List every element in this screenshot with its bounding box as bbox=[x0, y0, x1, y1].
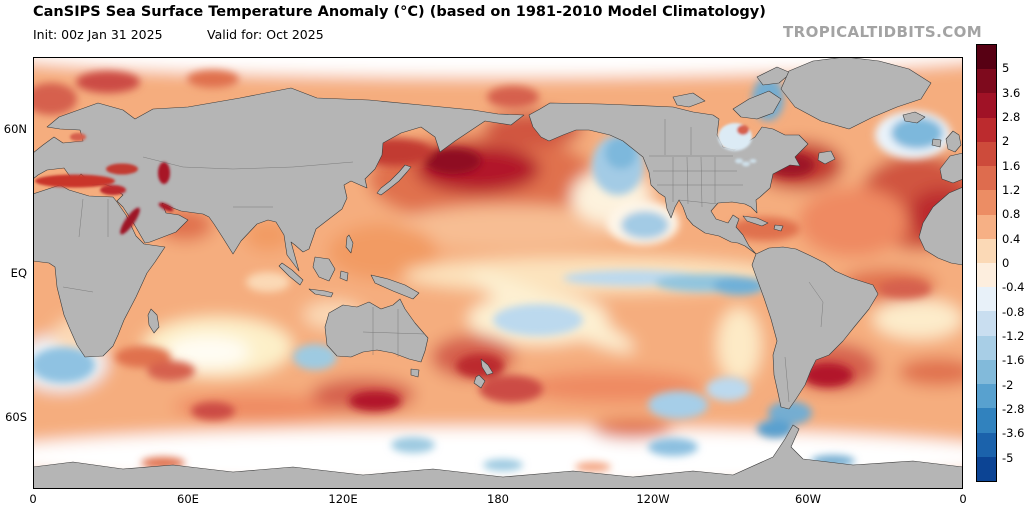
hispaniola bbox=[773, 224, 784, 232]
iceland bbox=[902, 111, 926, 124]
australia bbox=[324, 298, 429, 363]
map-border bbox=[33, 57, 963, 489]
colorbar-tick-label: -0.4 bbox=[1002, 280, 1024, 295]
new-zealand-south bbox=[473, 374, 486, 389]
inland-seas-layer bbox=[35, 123, 757, 235]
x-axis-tick-label: 120E bbox=[328, 492, 358, 506]
x-axis-tick-label: 0 bbox=[959, 492, 967, 506]
y-axis-tick-label: 60S bbox=[5, 410, 27, 424]
colorbar-tick-label: -3.6 bbox=[1002, 426, 1024, 441]
colorbar-segment bbox=[977, 166, 996, 191]
valid-time-label: Valid for: Oct 2025 bbox=[207, 27, 324, 42]
colorbar-segment bbox=[977, 335, 996, 360]
colorbar-segment bbox=[977, 93, 996, 118]
colorbar-tick-label: -2.8 bbox=[1002, 402, 1024, 416]
colorbar-ticks: 5 3.6 2.8 2 1.6 1.2 0.8 0.4 0 -0.4 -0.8 -1.2 -1.6 -2 -… bbox=[1002, 44, 1024, 482]
ellesmere-island bbox=[756, 66, 792, 86]
y-axis-tick-label: 60N bbox=[3, 121, 27, 136]
colorbar-segment bbox=[977, 141, 996, 167]
colorbar-segment bbox=[977, 287, 996, 312]
y-axis: 60N EQ 60S bbox=[0, 57, 30, 489]
colorbar-segment bbox=[977, 190, 996, 215]
west-africa-edge bbox=[918, 186, 963, 266]
tasmania bbox=[410, 368, 420, 378]
y-axis-tick-label: EQ bbox=[10, 266, 27, 280]
colorbar-tick-label: 1.6 bbox=[1002, 158, 1021, 173]
colorbar-tick-label: 2 bbox=[1002, 134, 1010, 149]
south-america bbox=[751, 246, 879, 410]
antarctica bbox=[33, 424, 963, 489]
eurasia bbox=[33, 87, 525, 272]
sulawesi bbox=[339, 270, 349, 282]
java bbox=[308, 288, 334, 298]
colorbar-tick-label: -5 bbox=[1002, 450, 1014, 465]
colorbar-segment bbox=[977, 45, 996, 70]
continents-layer bbox=[33, 57, 963, 489]
madagascar bbox=[147, 308, 160, 334]
colorbar-segment bbox=[977, 117, 996, 142]
colorbar-segment bbox=[977, 311, 996, 336]
colorbar-tick-label: 0.8 bbox=[1002, 207, 1021, 222]
sst-field-detail bbox=[33, 70, 951, 472]
x-axis-tick-label: 60W bbox=[794, 492, 822, 506]
colorbar-segment bbox=[977, 432, 996, 457]
new-zealand-north bbox=[480, 358, 494, 376]
colorbar-segment bbox=[977, 262, 996, 288]
africa bbox=[33, 184, 166, 358]
x-axis-tick-label: 60E bbox=[177, 492, 199, 506]
colorbar-segment bbox=[977, 69, 996, 94]
x-axis-tick-label: 0 bbox=[29, 492, 37, 506]
cuba bbox=[742, 215, 769, 227]
colorbar-tick-label: 2.8 bbox=[1002, 109, 1021, 124]
britain bbox=[945, 130, 962, 153]
colorbar-segment bbox=[977, 456, 996, 481]
colorbar-segment bbox=[977, 359, 996, 385]
colorbar-tick-label: -0.8 bbox=[1002, 304, 1024, 319]
colorbar-tick-label: -1.6 bbox=[1002, 353, 1024, 368]
colorbar-tick-label: 5 bbox=[1002, 61, 1010, 76]
newfoundland bbox=[817, 150, 836, 165]
colorbar-tick-label: -1.2 bbox=[1002, 328, 1024, 343]
colorbar-segment bbox=[977, 408, 996, 433]
greenland bbox=[780, 57, 932, 130]
japan bbox=[376, 164, 412, 196]
victoria-island bbox=[672, 92, 706, 108]
ireland bbox=[931, 138, 942, 148]
iberia-france-edge bbox=[939, 152, 963, 184]
sumatra bbox=[278, 262, 304, 286]
colorbar-segment bbox=[977, 214, 996, 239]
x-axis-tick-label: 180 bbox=[487, 492, 509, 506]
colorbar-segment bbox=[977, 384, 996, 409]
baffin-island bbox=[732, 90, 782, 120]
chart-title: CanSIPS Sea Surface Temperature Anomaly … bbox=[33, 4, 766, 20]
x-axis-tick-label: 120W bbox=[636, 492, 670, 506]
borders-layer bbox=[62, 119, 824, 403]
colorbar-tick-label: -2 bbox=[1002, 377, 1014, 392]
world-map bbox=[33, 57, 963, 489]
init-time-label: Init: 00z Jan 31 2025 bbox=[33, 27, 163, 42]
colorbar-tick-label: 0.4 bbox=[1002, 231, 1021, 246]
philippines bbox=[345, 234, 354, 254]
colorbar-tick-label: 3.6 bbox=[1002, 85, 1021, 100]
colorbar-tick-label: 0 bbox=[1002, 256, 1010, 270]
borneo bbox=[312, 256, 336, 282]
colorbar-segment bbox=[977, 238, 996, 263]
colorbar-tick-label: 1.2 bbox=[1002, 182, 1021, 197]
new-guinea bbox=[370, 274, 420, 300]
colorbar bbox=[976, 44, 997, 482]
site-watermark: TROPICALTIDBITS.COM bbox=[783, 23, 983, 41]
world-map-svg bbox=[33, 57, 963, 489]
x-axis: 0 60E 120E 180 120W 60W 0 bbox=[29, 492, 967, 508]
